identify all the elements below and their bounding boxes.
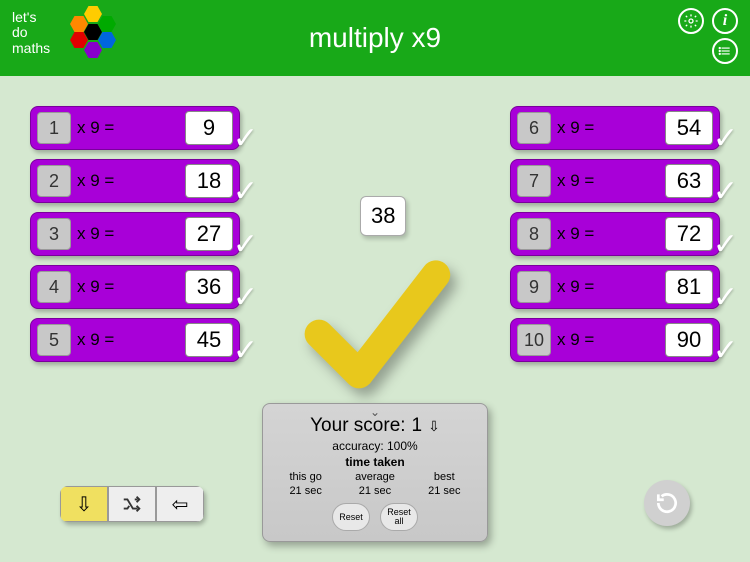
answer-box: 45 [185,323,233,357]
problem-card[interactable]: 3 x 9 = 27 [30,212,240,256]
operation-text: x 9 = [557,224,659,244]
operation-text: x 9 = [77,277,179,297]
header-bar: let'sdomaths multiply x9 i [0,0,750,76]
time-col-value: 21 sec [276,485,336,497]
arrow-down-icon: ⇩ [428,418,440,435]
floating-answer-card[interactable]: 38 [360,196,406,236]
problem-row: 2 x 9 = 18 ✓ [30,159,240,203]
problem-card[interactable]: 6 x 9 = 54 [510,106,720,150]
logo-text: let'sdomaths [12,10,62,56]
control-group: ⇩ ⇦ [60,486,204,522]
operand-box: 2 [37,165,71,197]
problem-row: 7 x 9 = 63 ✓ [510,159,720,203]
operand-box: 3 [37,218,71,250]
operation-text: x 9 = [557,277,659,297]
time-headers-row: this go average best [271,471,479,483]
answer-box: 54 [665,111,713,145]
operation-text: x 9 = [557,118,659,138]
problem-card[interactable]: 1 x 9 = 9 [30,106,240,150]
logo-hex-icon [66,6,120,60]
operand-box: 6 [517,112,551,144]
score-value: 1 [412,415,423,437]
big-check-icon [295,246,455,406]
operation-text: x 9 = [77,224,179,244]
operation-text: x 9 = [77,118,179,138]
time-col-header: average [345,471,405,483]
operand-box: 4 [37,271,71,303]
operand-box: 8 [517,218,551,250]
problem-row: 9 x 9 = 81 ✓ [510,265,720,309]
problem-row: 3 x 9 = 27 ✓ [30,212,240,256]
problem-card[interactable]: 4 x 9 = 36 [30,265,240,309]
accuracy-label: accuracy: [332,439,383,453]
problem-row: 5 x 9 = 45 ✓ [30,318,240,362]
problem-card[interactable]: 9 x 9 = 81 [510,265,720,309]
answer-box: 72 [665,217,713,251]
operand-box: 10 [517,324,551,356]
shuffle-button[interactable] [108,486,156,522]
answer-box: 36 [185,270,233,304]
time-col-header: this go [276,471,336,483]
answer-box: 81 [665,270,713,304]
back-button[interactable]: ⇦ [156,486,204,522]
answer-box: 27 [185,217,233,251]
problem-card[interactable]: 7 x 9 = 63 [510,159,720,203]
score-title-prefix: Your score: [310,415,405,437]
score-panel: ⌄ Your score: 1 ⇩ accuracy: 100% time ta… [262,403,488,542]
header-actions: i [678,8,738,68]
operation-text: x 9 = [557,171,659,191]
answer-box: 90 [665,323,713,357]
answer-box: 18 [185,164,233,198]
problem-column-right: 6 x 9 = 54 ✓ 7 x 9 = 63 ✓ 8 x 9 = 72 ✓ [510,106,720,371]
score-title: Your score: 1 ⇩ [271,415,479,437]
time-values-row: 21 sec 21 sec 21 sec [271,485,479,497]
reset-all-button[interactable]: Reset all [380,503,418,531]
problem-row: 8 x 9 = 72 ✓ [510,212,720,256]
time-col-value: 21 sec [414,485,474,497]
problem-card[interactable]: 2 x 9 = 18 [30,159,240,203]
info-icon[interactable]: i [712,8,738,34]
operation-text: x 9 = [77,171,179,191]
problem-row: 1 x 9 = 9 ✓ [30,106,240,150]
sort-down-button[interactable]: ⇩ [60,486,108,522]
problem-card[interactable]: 10 x 9 = 90 [510,318,720,362]
reload-button[interactable] [644,480,690,526]
problem-card[interactable]: 5 x 9 = 45 [30,318,240,362]
operand-box: 1 [37,112,71,144]
accuracy-value: 100% [387,439,418,453]
operand-box: 7 [517,165,551,197]
operand-box: 9 [517,271,551,303]
time-col-value: 21 sec [345,485,405,497]
logo: let'sdomaths [12,6,120,60]
list-icon[interactable] [712,38,738,64]
time-header: time taken [271,455,479,469]
reset-row: Reset Reset all [271,503,479,531]
problem-row: 4 x 9 = 36 ✓ [30,265,240,309]
problem-row: 10 x 9 = 90 ✓ [510,318,720,362]
gear-icon[interactable] [678,8,704,34]
time-col-header: best [414,471,474,483]
answer-box: 63 [665,164,713,198]
problem-column-left: 1 x 9 = 9 ✓ 2 x 9 = 18 ✓ 3 x 9 = 27 ✓ [30,106,240,371]
play-area: 1 x 9 = 9 ✓ 2 x 9 = 18 ✓ 3 x 9 = 27 ✓ [0,76,750,562]
accuracy-row: accuracy: 100% [271,439,479,453]
problem-row: 6 x 9 = 54 ✓ [510,106,720,150]
operand-box: 5 [37,324,71,356]
answer-box: 9 [185,111,233,145]
problem-card[interactable]: 8 x 9 = 72 [510,212,720,256]
reset-button[interactable]: Reset [332,503,370,531]
operation-text: x 9 = [557,330,659,350]
operation-text: x 9 = [77,330,179,350]
